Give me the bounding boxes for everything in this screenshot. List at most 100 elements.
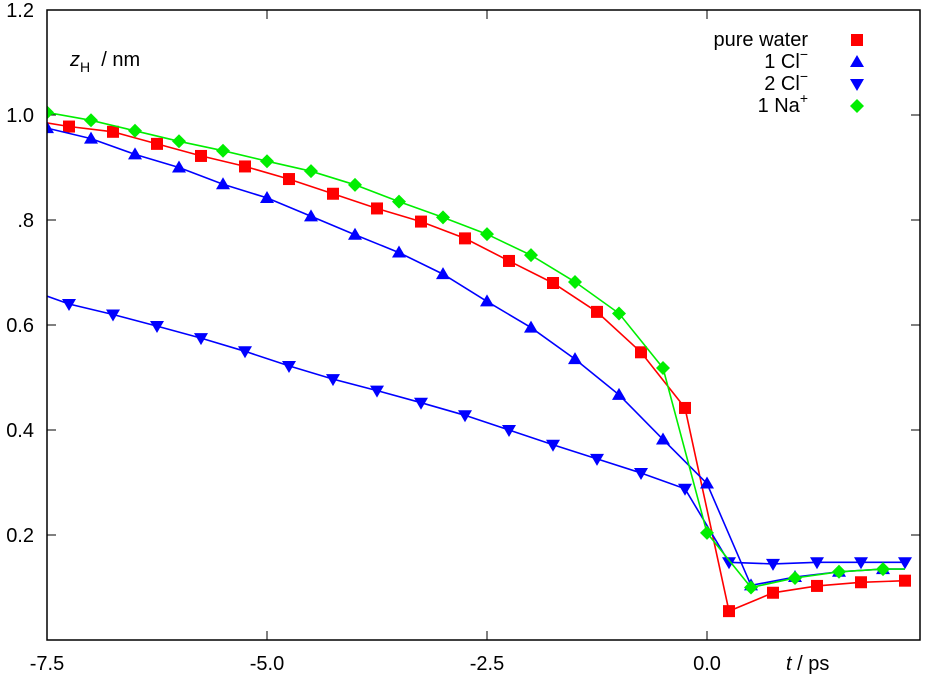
- data-point-pure-water: [811, 579, 823, 592]
- data-point-pure-water: [195, 149, 207, 162]
- series-line-1-cl: [47, 127, 905, 587]
- data-point-1-cl: [47, 121, 54, 134]
- data-point-1-cl: [480, 294, 494, 307]
- legend-marker-pure-water: [851, 34, 863, 46]
- data-point-2-cl: [282, 360, 296, 373]
- data-point-pure-water: [371, 202, 383, 215]
- data-point-1-cl: [128, 147, 142, 160]
- data-point-2-cl: [414, 397, 428, 410]
- data-point-1-na: [84, 113, 98, 128]
- y-axis-variable: z: [69, 49, 80, 71]
- series-line-2-cl: [47, 295, 905, 565]
- data-point-1-cl: [700, 476, 714, 489]
- data-point-2-cl: [326, 374, 340, 387]
- data-point-1-cl: [436, 267, 450, 280]
- data-point-2-cl: [62, 299, 76, 311]
- data-point-pure-water: [547, 277, 559, 289]
- data-point-pure-water: [107, 125, 119, 138]
- data-point-1-cl: [612, 387, 626, 400]
- y-tick-label: .8: [17, 210, 34, 232]
- data-point-1-cl: [84, 131, 98, 144]
- series-pure-water: [47, 120, 911, 618]
- data-point-2-cl: [634, 468, 648, 481]
- data-point-1-cl: [568, 352, 582, 365]
- x-tick-label: -2.5: [470, 653, 504, 675]
- series-line-1-na: [47, 111, 905, 589]
- legend-marker-1-na: [850, 99, 864, 113]
- data-point-1-cl: [656, 432, 670, 445]
- data-point-1-na: [172, 134, 186, 149]
- data-point-pure-water: [855, 576, 867, 589]
- tick-labels: -7.5 -5.0 -2.5 0.0 0.2 0.4 0.6 .8 1.0 1.2: [6, 0, 721, 675]
- x-axis-variable: t: [786, 653, 793, 675]
- data-point-1-na: [744, 580, 758, 595]
- legend-label-2-cl: 2 Cl−: [764, 68, 808, 95]
- tick-marks: [46, 9, 920, 640]
- x-tick-label: -7.5: [30, 653, 64, 675]
- data-point-pure-water: [899, 574, 911, 587]
- series-line-pure-water: [47, 122, 906, 613]
- data-point-2-cl: [370, 385, 384, 398]
- data-point-pure-water: [415, 215, 427, 228]
- plot-frame: [46, 9, 921, 641]
- data-point-2-cl: [238, 346, 252, 359]
- data-point-1-cl: [260, 190, 274, 203]
- data-point-1-na: [612, 306, 626, 321]
- data-point-1-na: [832, 564, 846, 579]
- data-point-2-cl: [502, 425, 516, 437]
- data-point-2-cl: [590, 453, 604, 466]
- legend-marker-1-cl: [850, 55, 864, 67]
- y-tick-label: 0.2: [6, 525, 34, 547]
- data-point-pure-water: [239, 160, 251, 173]
- y-tick-label: 0.6: [6, 315, 34, 337]
- data-point-1-cl: [216, 177, 230, 190]
- data-point-1-na: [392, 194, 406, 209]
- data-point-pure-water: [767, 586, 779, 599]
- data-point-2-cl: [898, 557, 912, 570]
- data-point-2-cl: [150, 321, 164, 334]
- data-point-1-na: [656, 361, 670, 376]
- series-layer: [47, 105, 912, 618]
- data-point-1-na: [216, 143, 230, 158]
- y-tick-label: 1.2: [6, 0, 34, 22]
- data-point-1-na: [304, 164, 318, 179]
- data-point-1-cl: [304, 209, 318, 222]
- data-point-1-na: [348, 177, 362, 192]
- series-1-cl: [47, 121, 905, 591]
- data-point-pure-water: [459, 232, 471, 245]
- legend-label-1-cl: 1 Cl−: [764, 46, 808, 73]
- data-point-1-na: [788, 571, 802, 586]
- data-point-1-cl: [172, 160, 186, 173]
- data-point-pure-water: [327, 187, 339, 200]
- y-axis-unit: / nm: [90, 49, 140, 71]
- y-tick-label: 0.4: [6, 420, 34, 442]
- data-point-1-na: [876, 562, 890, 577]
- data-point-1-cl: [392, 245, 406, 258]
- data-point-2-cl: [546, 439, 560, 452]
- data-point-2-cl: [766, 558, 780, 571]
- data-point-pure-water: [635, 346, 647, 359]
- x-tick-label: 0.0: [693, 653, 721, 675]
- data-point-1-na: [480, 227, 494, 242]
- data-point-1-na: [128, 123, 142, 138]
- y-axis-subscript: H: [80, 59, 90, 75]
- data-point-1-na: [568, 274, 582, 289]
- x-tick-label: -5.0: [250, 653, 284, 675]
- legend-label-1-na: 1 Na+: [758, 90, 808, 117]
- data-point-1-na: [524, 248, 538, 263]
- legend-marker-2-cl: [850, 79, 864, 91]
- legend-label-pure-water: pure water: [714, 29, 809, 51]
- data-point-1-na: [47, 105, 54, 120]
- data-point-2-cl: [810, 557, 824, 570]
- data-point-pure-water: [283, 173, 295, 186]
- series-2-cl: [47, 295, 912, 571]
- data-point-pure-water: [63, 120, 75, 133]
- data-point-1-na: [260, 154, 274, 169]
- data-point-1-cl: [524, 320, 538, 333]
- data-point-2-cl: [458, 410, 472, 423]
- data-point-pure-water: [503, 254, 515, 267]
- data-point-2-cl: [106, 309, 120, 322]
- data-point-2-cl: [678, 483, 692, 496]
